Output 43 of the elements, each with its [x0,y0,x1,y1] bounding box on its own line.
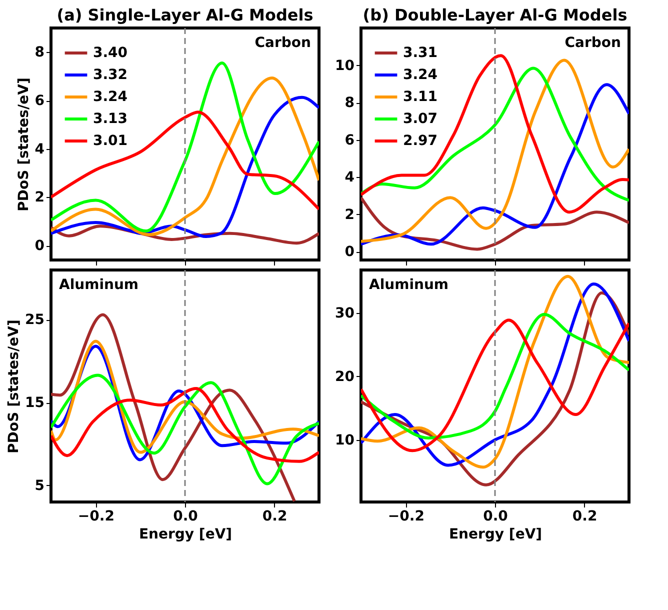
y-tick-label: 0 [34,238,45,254]
y-tick-label: 25 [25,312,44,328]
legend-label: 2.97 [403,133,438,149]
x-tick-label: −0.2 [388,508,424,524]
y-tick-label: 15 [25,395,44,412]
x-tick-label: 0.0 [483,508,508,524]
x-axis-title: Energy [eV] [138,526,232,542]
legend-label: 3.24 [403,67,438,83]
annotation: Carbon [564,35,621,51]
y-tick-label: 8 [344,95,354,112]
legend-label: 3.01 [93,133,128,149]
x-tick-label: 0.2 [262,508,288,524]
y-axis-title: PDoS [states/eV] [6,320,22,454]
x-tick-label: 0.0 [173,508,198,524]
legend-label: 3.40 [93,45,128,61]
y-tick-label: 10 [335,58,355,74]
chart-title: (b) Double-Layer Al-G Models [362,5,628,24]
y-tick-label: 6 [344,132,354,148]
y-tick-label: 4 [344,170,355,186]
chart-title: (a) Single-Layer Al-G Models [56,5,314,24]
y-tick-label: 10 [335,432,355,448]
y-tick-label: 30 [335,306,355,322]
legend-label: 3.32 [93,67,128,83]
annotation: Aluminum [369,277,449,293]
x-tick-label: −0.2 [78,508,114,524]
legend-label: 3.31 [403,45,438,61]
y-tick-label: 2 [34,190,44,206]
y-tick-label: 20 [335,368,355,385]
y-axis-title: PDoS [states/eV] [16,78,32,212]
annotation: Carbon [254,35,311,51]
x-tick-label: 0.2 [572,508,598,524]
y-tick-label: 6 [34,93,44,109]
y-tick-label: 2 [344,206,354,223]
legend-label: 3.13 [93,111,128,127]
legend-label: 3.07 [403,111,438,127]
x-axis-title: Energy [eV] [448,526,542,542]
y-tick-label: 5 [34,478,44,494]
legend-label: 3.24 [93,89,128,105]
y-tick-label: 8 [34,44,44,61]
legend-label: 3.11 [403,89,438,105]
y-tick-label: 0 [344,244,355,260]
annotation: Aluminum [59,277,139,293]
y-tick-label: 4 [34,141,45,158]
